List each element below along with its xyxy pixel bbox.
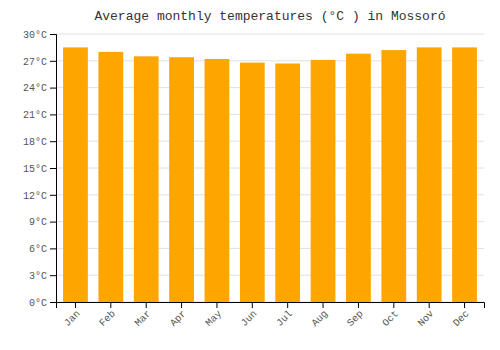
x-tick-mark: [429, 302, 430, 308]
y-tick: 18°C: [23, 137, 56, 148]
bar: [98, 52, 123, 302]
bar: [346, 54, 371, 302]
y-tick-label: 24°C: [23, 83, 47, 94]
bar: [63, 47, 88, 302]
x-tick-label: Sep: [345, 308, 366, 329]
x-tick-label: Aug: [310, 308, 331, 329]
x-tick: Aug: [310, 302, 331, 329]
x-tick-mark: [181, 302, 182, 308]
x-tick: May: [203, 302, 224, 329]
y-axis: 0°C 3°C 6°C 9°C 12°C 15°C 18°C 21°C 24°C 27°C 30°C: [23, 30, 57, 309]
x-tick-label: Oct: [380, 308, 401, 329]
bar: [134, 56, 159, 302]
title: Average monthly temperatures (°C ) in Mo…: [94, 9, 445, 24]
x-tick-label: Jun: [239, 308, 260, 329]
bar: [169, 57, 194, 302]
y-tick-mark: [50, 248, 56, 249]
x-tick-mark: [287, 302, 288, 308]
y-tick: 30°C: [23, 30, 56, 41]
y-tick-label: 6°C: [29, 244, 47, 255]
x-tick-label: May: [203, 308, 224, 329]
x-tick: Sep: [345, 302, 366, 329]
y-tick-label: 21°C: [23, 110, 47, 121]
y-tick: 9°C: [29, 217, 56, 228]
y-axis-line: [50, 35, 57, 303]
y-tick-mark: [50, 275, 56, 276]
y-tick: 21°C: [23, 110, 56, 121]
x-tick-label: Jan: [62, 308, 83, 329]
y-tick-label: 18°C: [23, 137, 47, 148]
y-tick-mark: [50, 114, 56, 115]
x-tick-mark: [323, 302, 324, 308]
x-tick: Jul: [274, 302, 295, 329]
x-tick: Feb: [97, 302, 118, 329]
y-tick-label: 12°C: [23, 191, 47, 202]
x-tick: Mar: [133, 302, 154, 329]
y-tick-mark: [50, 141, 56, 142]
y-tick: 27°C: [23, 57, 56, 68]
x-tick-mark: [110, 302, 111, 308]
y-tick: 12°C: [23, 191, 56, 202]
x-tick-mark: [252, 302, 253, 308]
y-tick: 24°C: [23, 83, 56, 94]
x-tick-mark: [146, 302, 147, 308]
x-tick-label: Jul: [274, 308, 295, 329]
x-tick-mark: [393, 302, 394, 308]
bar: [240, 63, 265, 302]
y-tick-mark: [50, 61, 56, 62]
y-tick-label: 9°C: [29, 217, 47, 228]
bar: [452, 47, 477, 302]
x-tick: Apr: [168, 302, 189, 329]
x-tick-label: Dec: [451, 308, 472, 329]
x-tick-label: Apr: [168, 308, 189, 329]
x-tick: Jan: [62, 302, 83, 329]
bar: [205, 59, 230, 302]
y-tick-mark: [50, 168, 56, 169]
bar: [381, 50, 406, 302]
x-tick-mark: [358, 302, 359, 308]
grid: [56, 34, 484, 302]
y-tick-mark: [50, 222, 56, 223]
y-tick-label: 27°C: [23, 57, 47, 68]
x-tick-label: Mar: [133, 308, 154, 329]
y-tick: 0°C: [29, 298, 56, 309]
bar: [275, 63, 300, 302]
y-tick-mark: [50, 88, 56, 89]
y-tick-label: 15°C: [23, 164, 47, 175]
x-tick-mark: [464, 302, 465, 308]
chart: 0°C 3°C 6°C 9°C 12°C 15°C 18°C 21°C 24°C 27°C 30°C…: [0, 0, 500, 350]
bar: [311, 60, 336, 302]
x-axis: Jan Feb Mar Apr May Jun Jul Aug Sep Oct Nov Dec: [57, 302, 485, 329]
x-tick-mark: [75, 302, 76, 308]
y-tick: 6°C: [29, 244, 56, 255]
x-tick: Jun: [239, 302, 260, 329]
y-tick-mark: [50, 195, 56, 196]
y-tick-label: 30°C: [23, 30, 47, 41]
y-tick-mark: [50, 302, 56, 303]
y-tick-mark: [50, 34, 56, 35]
grid-line: [56, 34, 484, 35]
y-tick: 3°C: [29, 271, 56, 282]
bars: [63, 47, 477, 302]
x-tick: Dec: [451, 302, 472, 329]
x-tick: Oct: [380, 302, 401, 329]
x-tick-label: Feb: [97, 308, 118, 329]
x-tick-mark: [216, 302, 217, 308]
x-tick-label: Nov: [416, 308, 437, 329]
x-axis-line: [57, 303, 485, 309]
y-tick-label: 3°C: [29, 271, 47, 282]
y-tick: 15°C: [23, 164, 56, 175]
y-tick-label: 0°C: [29, 298, 47, 309]
x-tick: Nov: [416, 302, 437, 329]
bar: [417, 47, 442, 302]
